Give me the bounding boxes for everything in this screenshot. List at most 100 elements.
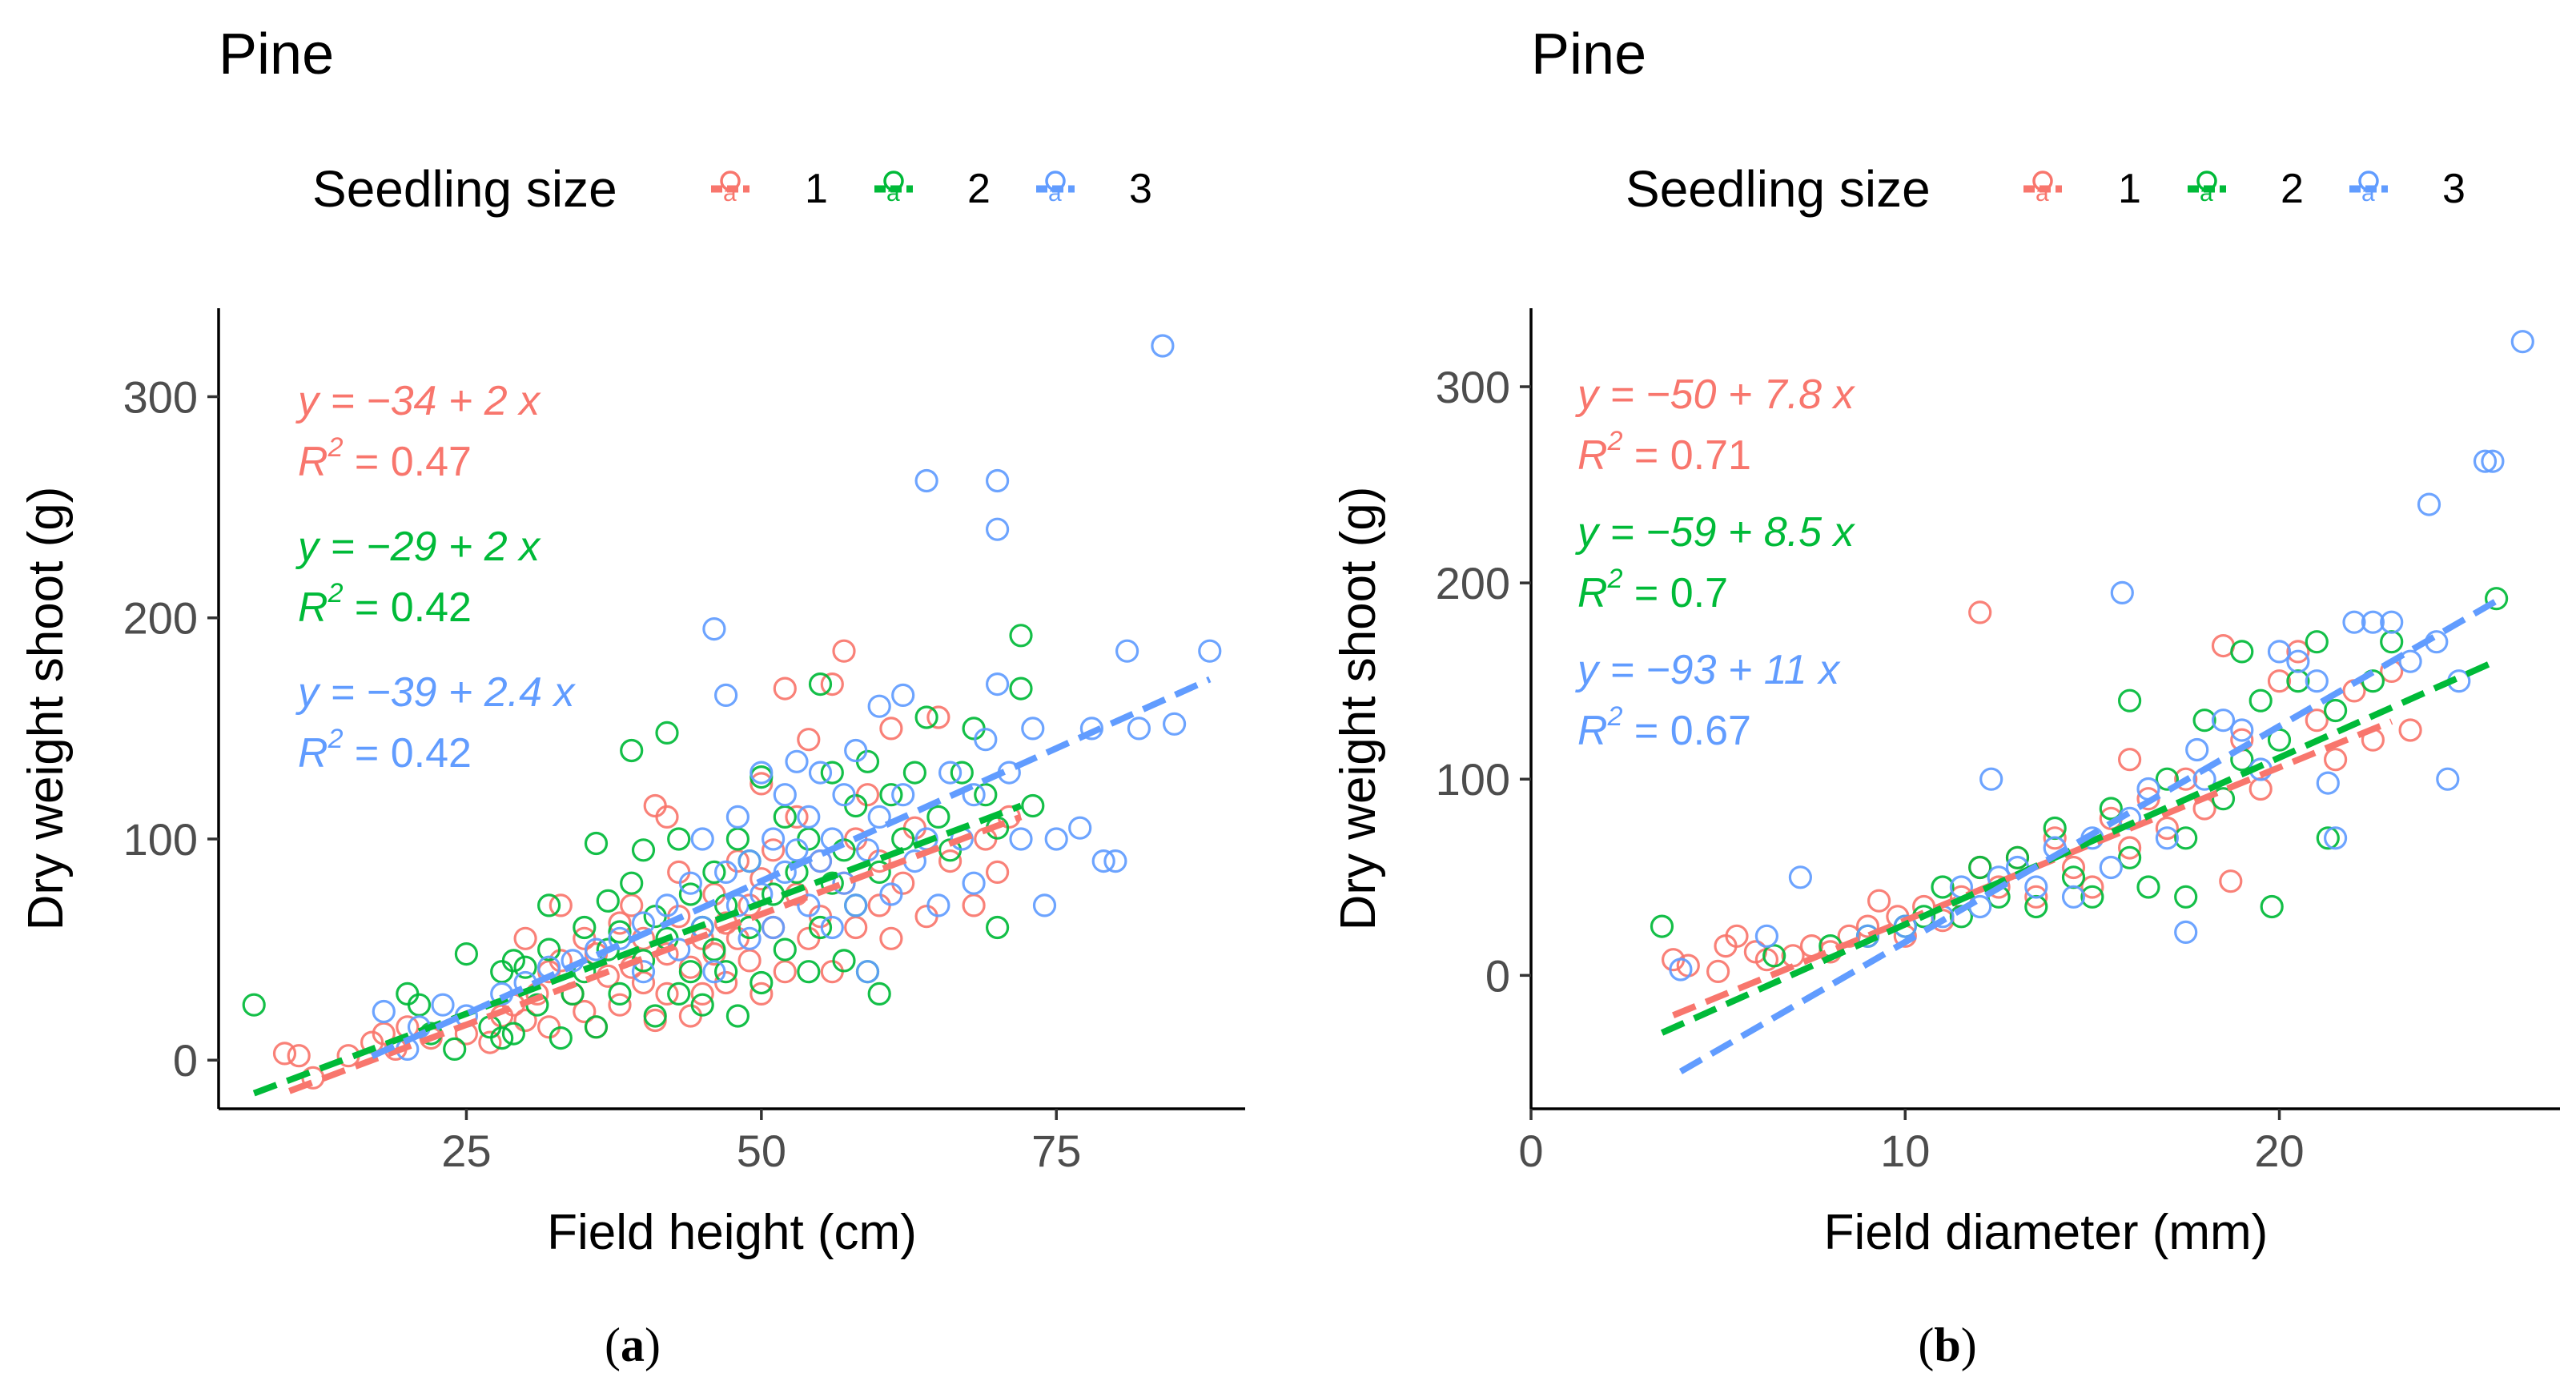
panel-b-legend-glyph-2: a: [2200, 180, 2213, 207]
panel-a-legend-label-3: 3: [1129, 166, 1152, 212]
panel-a-series-3-point-29: [761, 915, 786, 940]
panel-a-series-3-point-61: [985, 517, 1010, 541]
panel-b-legend-title: Seedling size: [1626, 160, 1931, 218]
panel-b-series-3-point-26: [2267, 640, 2292, 664]
panel-b-series-2-point-21: [2174, 885, 2198, 909]
panel-a-y-axis-title: Dry weight shoot (g): [18, 487, 74, 931]
panel-b-series-3-point-19: [2155, 826, 2179, 850]
panel-a-series-3-point-49: [891, 683, 915, 708]
panel-a-fit-lines: [252, 676, 1212, 1097]
panel-b-series-2-point-14: [2080, 885, 2104, 909]
panel-b-y-tick-label-0: 0: [1485, 950, 1510, 1001]
panel-b-series-2-point-34: [2380, 630, 2404, 654]
panel-a-series-2-point-11: [513, 955, 537, 979]
panel-b-legend-label-1: 1: [2118, 166, 2141, 212]
panel-a-series-3-point-74: [1151, 334, 1175, 358]
panel-a-y-tick-label-300: 300: [123, 371, 198, 422]
panel-a-r2-1: R2 = 0.47: [298, 432, 472, 485]
panel-a-series-1-point-55: [761, 838, 786, 862]
panel-a-series-2-point-68: [891, 827, 915, 851]
panel-a-series-3-point-70: [1091, 849, 1115, 873]
panel-a-series-3-point-76: [1198, 639, 1222, 663]
panel-a-series-2-point-14: [536, 937, 561, 961]
panel-a-series-1-point-64: [820, 672, 844, 697]
panel-a-series-1-point-29: [620, 893, 644, 917]
panel-a-series-1-point-70: [855, 783, 880, 807]
panel-b-series-3-point-30: [2324, 826, 2348, 850]
panel-b-series-2-point-23: [2211, 787, 2236, 811]
panel-a-series-2-point-53: [797, 960, 821, 984]
panel-a-series-3-point-45: [855, 960, 880, 984]
panel-a-series-2-point-78: [1009, 676, 1033, 701]
panel-b-eq-2: y = −59 + 8.5 x: [1575, 509, 1855, 556]
panel-a-series-3-point-30: [773, 783, 797, 807]
panel-a-series-1-point-57: [773, 960, 797, 984]
panel-a-series-3-point-48: [879, 882, 903, 906]
panel-a-series-3-point-24: [737, 926, 762, 950]
panel-a-series-1-point-13: [513, 1008, 537, 1033]
panel-b-series-3-point-2: [1788, 865, 1812, 889]
panel-b-series-1-point-18: [1968, 600, 1992, 624]
panel-a-series-3-point-21: [713, 860, 738, 885]
panel-b-series-2-point-18: [2136, 875, 2160, 899]
panel-a-legend-glyph-3: a: [1048, 180, 1062, 207]
panel-a-series-1-point-59: [785, 805, 809, 829]
panel-a-series-2-point-31: [655, 721, 679, 745]
panel-a-series-2-point-4: [443, 1037, 467, 1062]
panel-b-series-2-point-6: [1931, 875, 1955, 899]
panel-b-series-1-point-22: [2024, 885, 2048, 909]
panel-a-series-2-point-71: [926, 805, 950, 829]
panel-a-fit-line-1: [288, 813, 1023, 1094]
panel-a-series-2-point-59: [832, 949, 856, 973]
panel-b-series-2-point-15: [2099, 797, 2123, 821]
panel-a-fit-line-2: [252, 802, 1023, 1097]
panel-a-series-1-point-72: [867, 893, 891, 917]
panel-a-legend-key-1: a: [711, 171, 749, 207]
panel-a-series-3-point-72: [1115, 639, 1139, 663]
panel-a-series-1-point-34: [655, 982, 679, 1006]
panel-a-eq-1: y = −34 + 2 x: [295, 378, 541, 424]
panel-b-series-1-point-2: [1706, 959, 1730, 984]
panel-a-series-1-point-21: [573, 999, 597, 1024]
panel-a-series-2-point-69: [902, 761, 927, 785]
panel-a-series-2-point-20: [584, 831, 609, 856]
panel-a-series-2-point-6: [478, 1015, 502, 1039]
panel-a-series-3-point-13: [655, 893, 679, 917]
panel-b-series-2-point-19: [2155, 767, 2179, 791]
panel-a-series-2-point-66: [867, 982, 891, 1006]
panel-a-series-3-point-41: [832, 871, 856, 895]
panel-b-series-3-point-40: [2481, 449, 2505, 473]
panel-b-series-3-point-21: [2185, 737, 2209, 762]
panel-a-series-2-point-8: [490, 1026, 514, 1050]
panel-a-series-1-point-16: [536, 1015, 561, 1039]
panel-a-series-2-point-13: [536, 893, 561, 917]
panel-b-series-3-point-33: [2380, 610, 2404, 634]
panel-a-legend-glyph-2: a: [886, 180, 900, 207]
panel-a-series-2-point-39: [702, 860, 726, 885]
panel-b-series-1-point-25: [2080, 875, 2104, 899]
panel-a-series-2-point-74: [962, 717, 986, 741]
panel-a-series-3-point-23: [725, 805, 750, 829]
panel-b: Pine Seedling size a 1 a 2 a 3: [1331, 22, 2560, 1371]
panel-a-series-1-point-27: [608, 993, 632, 1017]
panel-b-series-1-point-34: [2219, 869, 2243, 893]
panel-a-series-2-point-26: [620, 871, 644, 895]
panel-a-series-2-point-30: [643, 1004, 667, 1028]
panel-b-x-axis-title: Field diameter (mm): [1824, 1205, 2269, 1260]
panel-a-caption: (a): [605, 1319, 661, 1371]
panel-b-r2-1: R2 = 0.71: [1577, 426, 1751, 479]
panel-a-series-3-point-58: [962, 783, 986, 807]
panel-a-series-2-point-43: [725, 827, 750, 851]
panel-a-series-1-point-61: [797, 728, 821, 752]
panel-b-series-3-point-37: [2436, 767, 2460, 791]
panel-a-series-3-point-3: [431, 993, 455, 1017]
panel-a-eq-3: y = −39 + 2.4 x: [295, 669, 576, 716]
panel-a-series-2-point-22: [596, 889, 620, 913]
panel-a-series-3-point-62: [985, 672, 1010, 697]
panel-a-series-1-point-10: [478, 1030, 502, 1054]
panel-a-series-3-point-0: [372, 999, 396, 1024]
panel-a-series-1-point-51: [749, 982, 774, 1006]
panel-a-series-2-point-61: [844, 793, 868, 818]
panel-a-series-2-point-45: [737, 915, 762, 940]
panel-a-series-2-point-25: [620, 738, 644, 763]
